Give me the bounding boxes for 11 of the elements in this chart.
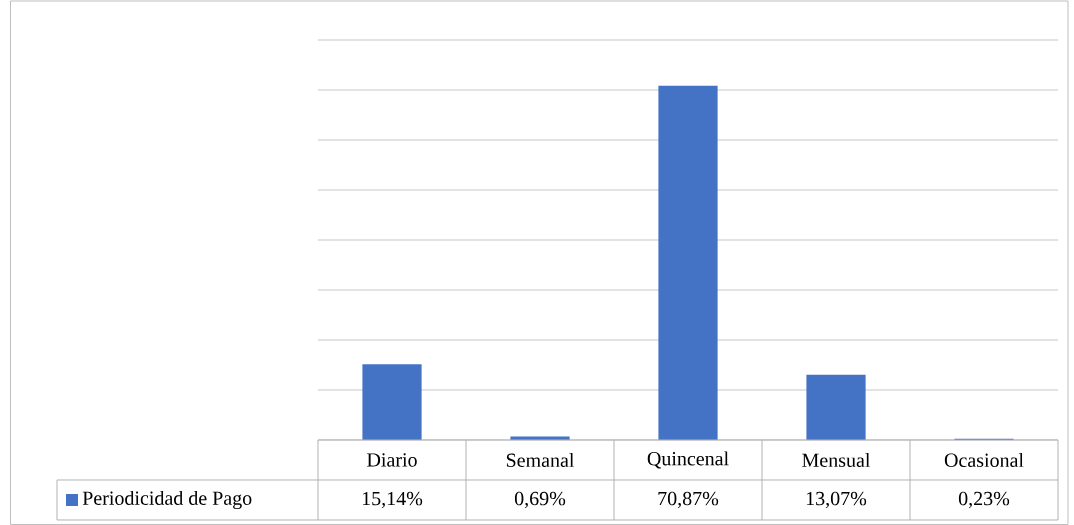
x-tick-label: Mensual xyxy=(802,452,871,468)
x-tick-label: Ocasional xyxy=(944,452,1024,468)
data-label: 15,14% xyxy=(362,491,423,509)
data-label: 0,23% xyxy=(958,491,1010,509)
data-label: 13,07% xyxy=(806,491,867,509)
x-tick-label: Diario xyxy=(367,453,417,467)
x-tick-label: Quincenal xyxy=(647,451,729,469)
data-label: 0,69% xyxy=(514,491,566,509)
x-tick-label: Semanal xyxy=(506,452,575,468)
legend-label: Periodicidad de Pago xyxy=(82,490,252,510)
data-label: 70,87% xyxy=(658,491,719,509)
